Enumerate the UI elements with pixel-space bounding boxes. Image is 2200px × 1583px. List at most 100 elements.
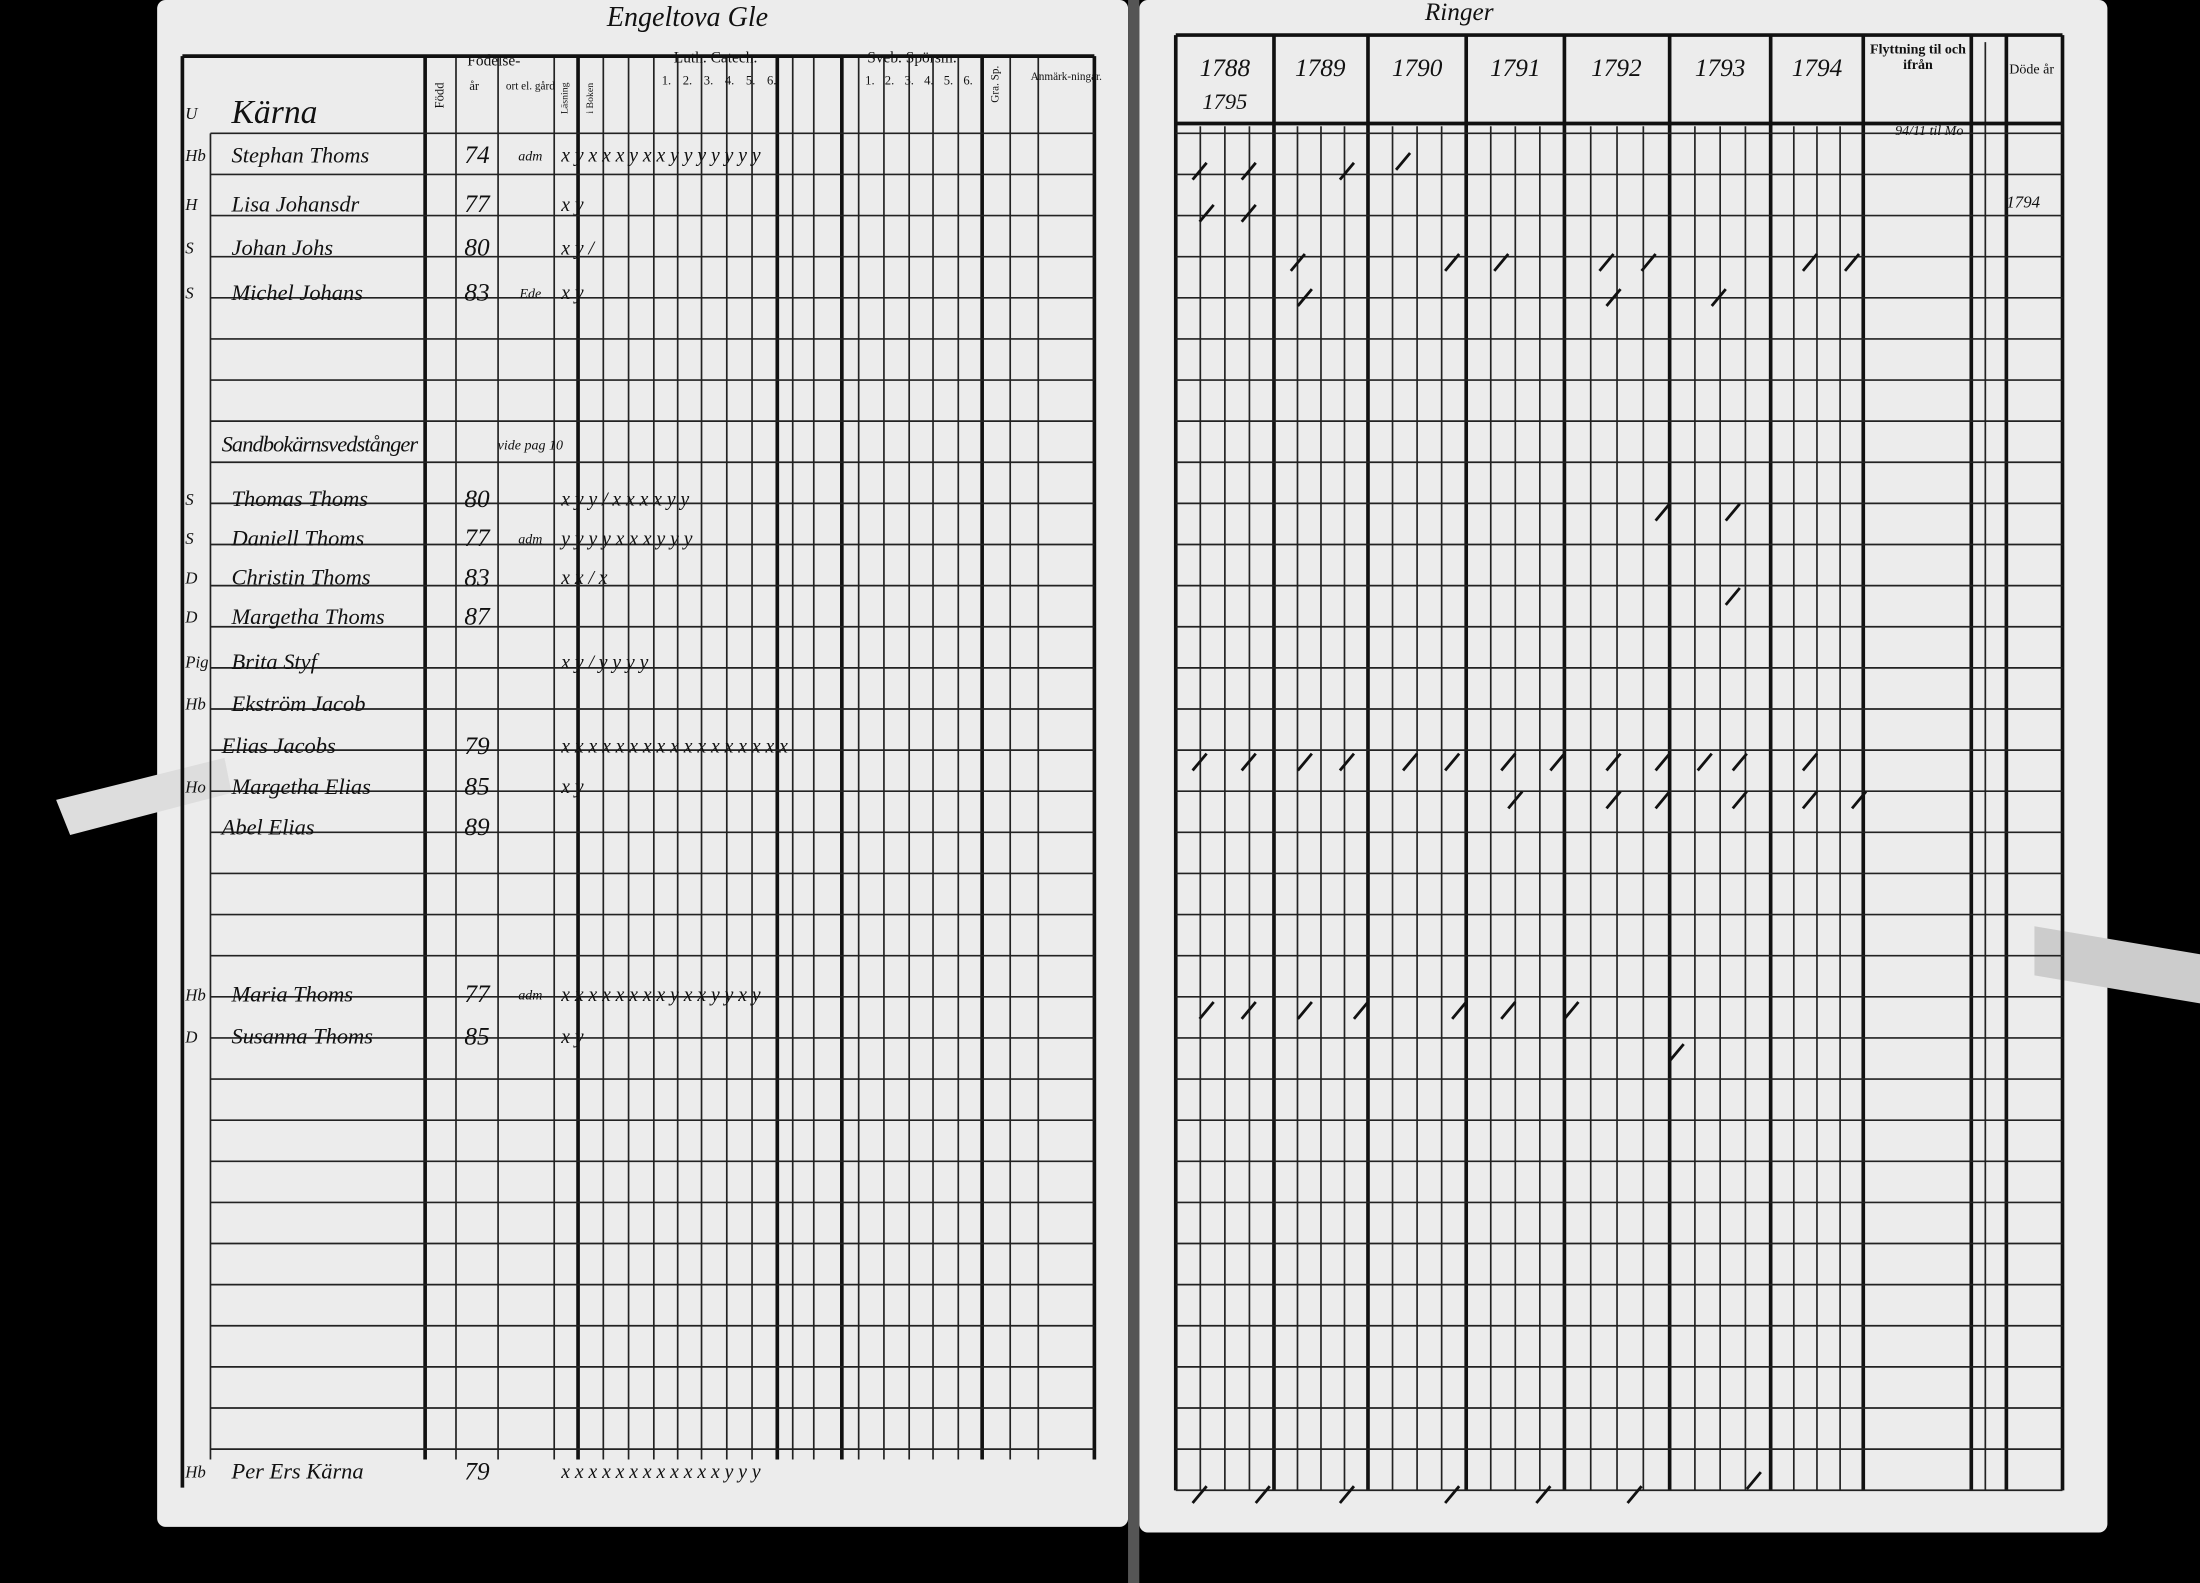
row-year: 80 xyxy=(464,234,490,262)
row-name: Thomas Thoms xyxy=(232,486,369,511)
row-year: 77 xyxy=(464,524,491,552)
tick-scribble xyxy=(1535,1485,1552,1504)
tick-scribble xyxy=(1394,152,1412,171)
row-year: 79 xyxy=(464,1457,490,1485)
left-page xyxy=(157,0,1129,1527)
tick-scribble xyxy=(1710,288,1727,307)
tick-scribble xyxy=(1240,752,1257,772)
row-place: adm xyxy=(518,148,542,164)
row-name: Johan Johs xyxy=(232,235,334,260)
header-text: Läsning xyxy=(560,82,571,114)
row-name: Stephan Thoms xyxy=(232,142,370,167)
row-name: Kärna xyxy=(231,94,318,131)
header-text: 6. xyxy=(767,73,776,87)
header-text: 1794 xyxy=(2006,192,2040,211)
header-text: 4. xyxy=(725,73,734,87)
row-year: 83 xyxy=(464,279,489,307)
tick-scribble xyxy=(1801,790,1819,810)
tick-scribble xyxy=(1500,1001,1517,1020)
row-marks: x x x x x x x x x x x x x x x x x xyxy=(560,735,788,757)
tick-scribble xyxy=(1563,1001,1580,1020)
row-role: S xyxy=(185,284,194,303)
header-text: Sveb. Spörsm. xyxy=(867,49,957,66)
tick-scribble xyxy=(1640,253,1657,272)
ruled-grid xyxy=(180,33,2065,1504)
clip-right xyxy=(2034,926,2200,1004)
row-role: U xyxy=(185,104,199,123)
header-text: Födelse- xyxy=(467,52,520,69)
binding xyxy=(1128,0,1140,1583)
row-name: Daniell Thoms xyxy=(231,525,365,550)
tick-scribble xyxy=(1801,752,1819,772)
row-name: Maria Thoms xyxy=(231,982,354,1007)
writing: Engeltova Gle Ringer Född Födelse-år ort e… xyxy=(184,0,2054,1485)
tick-scribble xyxy=(1444,752,1461,772)
tick-scribble xyxy=(1289,253,1306,272)
tick-scribble xyxy=(1696,752,1713,772)
row-name: Margetha Thoms xyxy=(231,604,385,629)
row-name: Ekström Jacob xyxy=(231,691,366,716)
tick-scribble xyxy=(1296,288,1313,307)
row-marks: x y xyxy=(560,194,584,216)
row-name: Michel Johans xyxy=(231,280,364,305)
tick-scribble xyxy=(1338,161,1356,181)
header-text: 1788 xyxy=(1200,54,1251,82)
row-year: 83 xyxy=(464,563,489,591)
row-marks: x y / xyxy=(560,237,595,259)
tick-scribble xyxy=(1850,790,1868,810)
row-name: Abel Elias xyxy=(220,815,315,840)
tick-scribble xyxy=(1191,752,1208,772)
left-header: Engeltova Gle xyxy=(606,2,768,33)
row-role: H xyxy=(184,195,198,214)
moving-header: Flyttning til och ifrån xyxy=(1870,42,1966,73)
row-marks: y y y y x x x y y y xyxy=(559,528,693,550)
row-marks: x y y / x x x x y y xyxy=(560,489,689,511)
tick-scribble xyxy=(1493,253,1510,272)
tick-scribble xyxy=(1296,1001,1313,1020)
header-text: Gra. Sp. xyxy=(990,65,1002,102)
tick-scribble xyxy=(1605,752,1622,772)
tick-scribble xyxy=(1745,1471,1762,1490)
tick-scribble xyxy=(1724,502,1741,522)
right-header: Ringer xyxy=(1424,0,1494,26)
tick-scribble xyxy=(1507,790,1524,810)
tick-scribble xyxy=(1801,253,1819,272)
tick-scribble xyxy=(1654,752,1671,772)
header-text: 1794 xyxy=(1792,54,1843,82)
header-text: Född xyxy=(432,82,446,109)
tick-scribble xyxy=(1654,790,1671,810)
row-marks: x y xyxy=(560,776,584,798)
header-text: i Boken xyxy=(585,83,596,114)
row-role: D xyxy=(184,608,197,627)
header-text: 4. xyxy=(924,73,933,87)
tick-scribble xyxy=(1626,1485,1643,1504)
row-role: Hb xyxy=(184,695,206,714)
header-text: 2. xyxy=(885,73,894,87)
row-name: Susanna Thoms xyxy=(232,1024,374,1049)
tick-scribble xyxy=(1598,253,1615,272)
header-text: 1. xyxy=(865,73,874,87)
row-marks: x x x x x x x x x x x x y y y xyxy=(560,1461,761,1483)
header-text: 5. xyxy=(944,73,953,87)
tick-scribble xyxy=(1843,253,1861,272)
moving-header-box: Flyttning til och ifrån xyxy=(1870,42,1966,73)
row-place: adm xyxy=(518,988,542,1004)
row-role: Hb xyxy=(184,985,206,1004)
row-role: D xyxy=(184,1027,197,1046)
tick-scribble xyxy=(1401,752,1419,772)
row-role: S xyxy=(185,490,194,509)
tick-scribble xyxy=(1240,161,1257,181)
row-place: Ede xyxy=(518,286,541,302)
row-role: S xyxy=(185,529,194,548)
row-role: Pig xyxy=(184,653,208,672)
row-name: Christin Thoms xyxy=(232,565,371,590)
row-marks: x y xyxy=(560,282,584,304)
tick-scribble xyxy=(1191,161,1208,181)
tick-scribble xyxy=(1198,203,1215,223)
row-name: Margetha Elias xyxy=(231,774,372,799)
row-place: vide pag 10 xyxy=(498,437,563,453)
tick-scribble xyxy=(1198,1001,1215,1020)
row-name: Brita Styf xyxy=(232,649,320,674)
header-text: Döde år xyxy=(2009,61,2054,77)
row-name: Sandbokärnsvedstånger xyxy=(222,431,419,456)
